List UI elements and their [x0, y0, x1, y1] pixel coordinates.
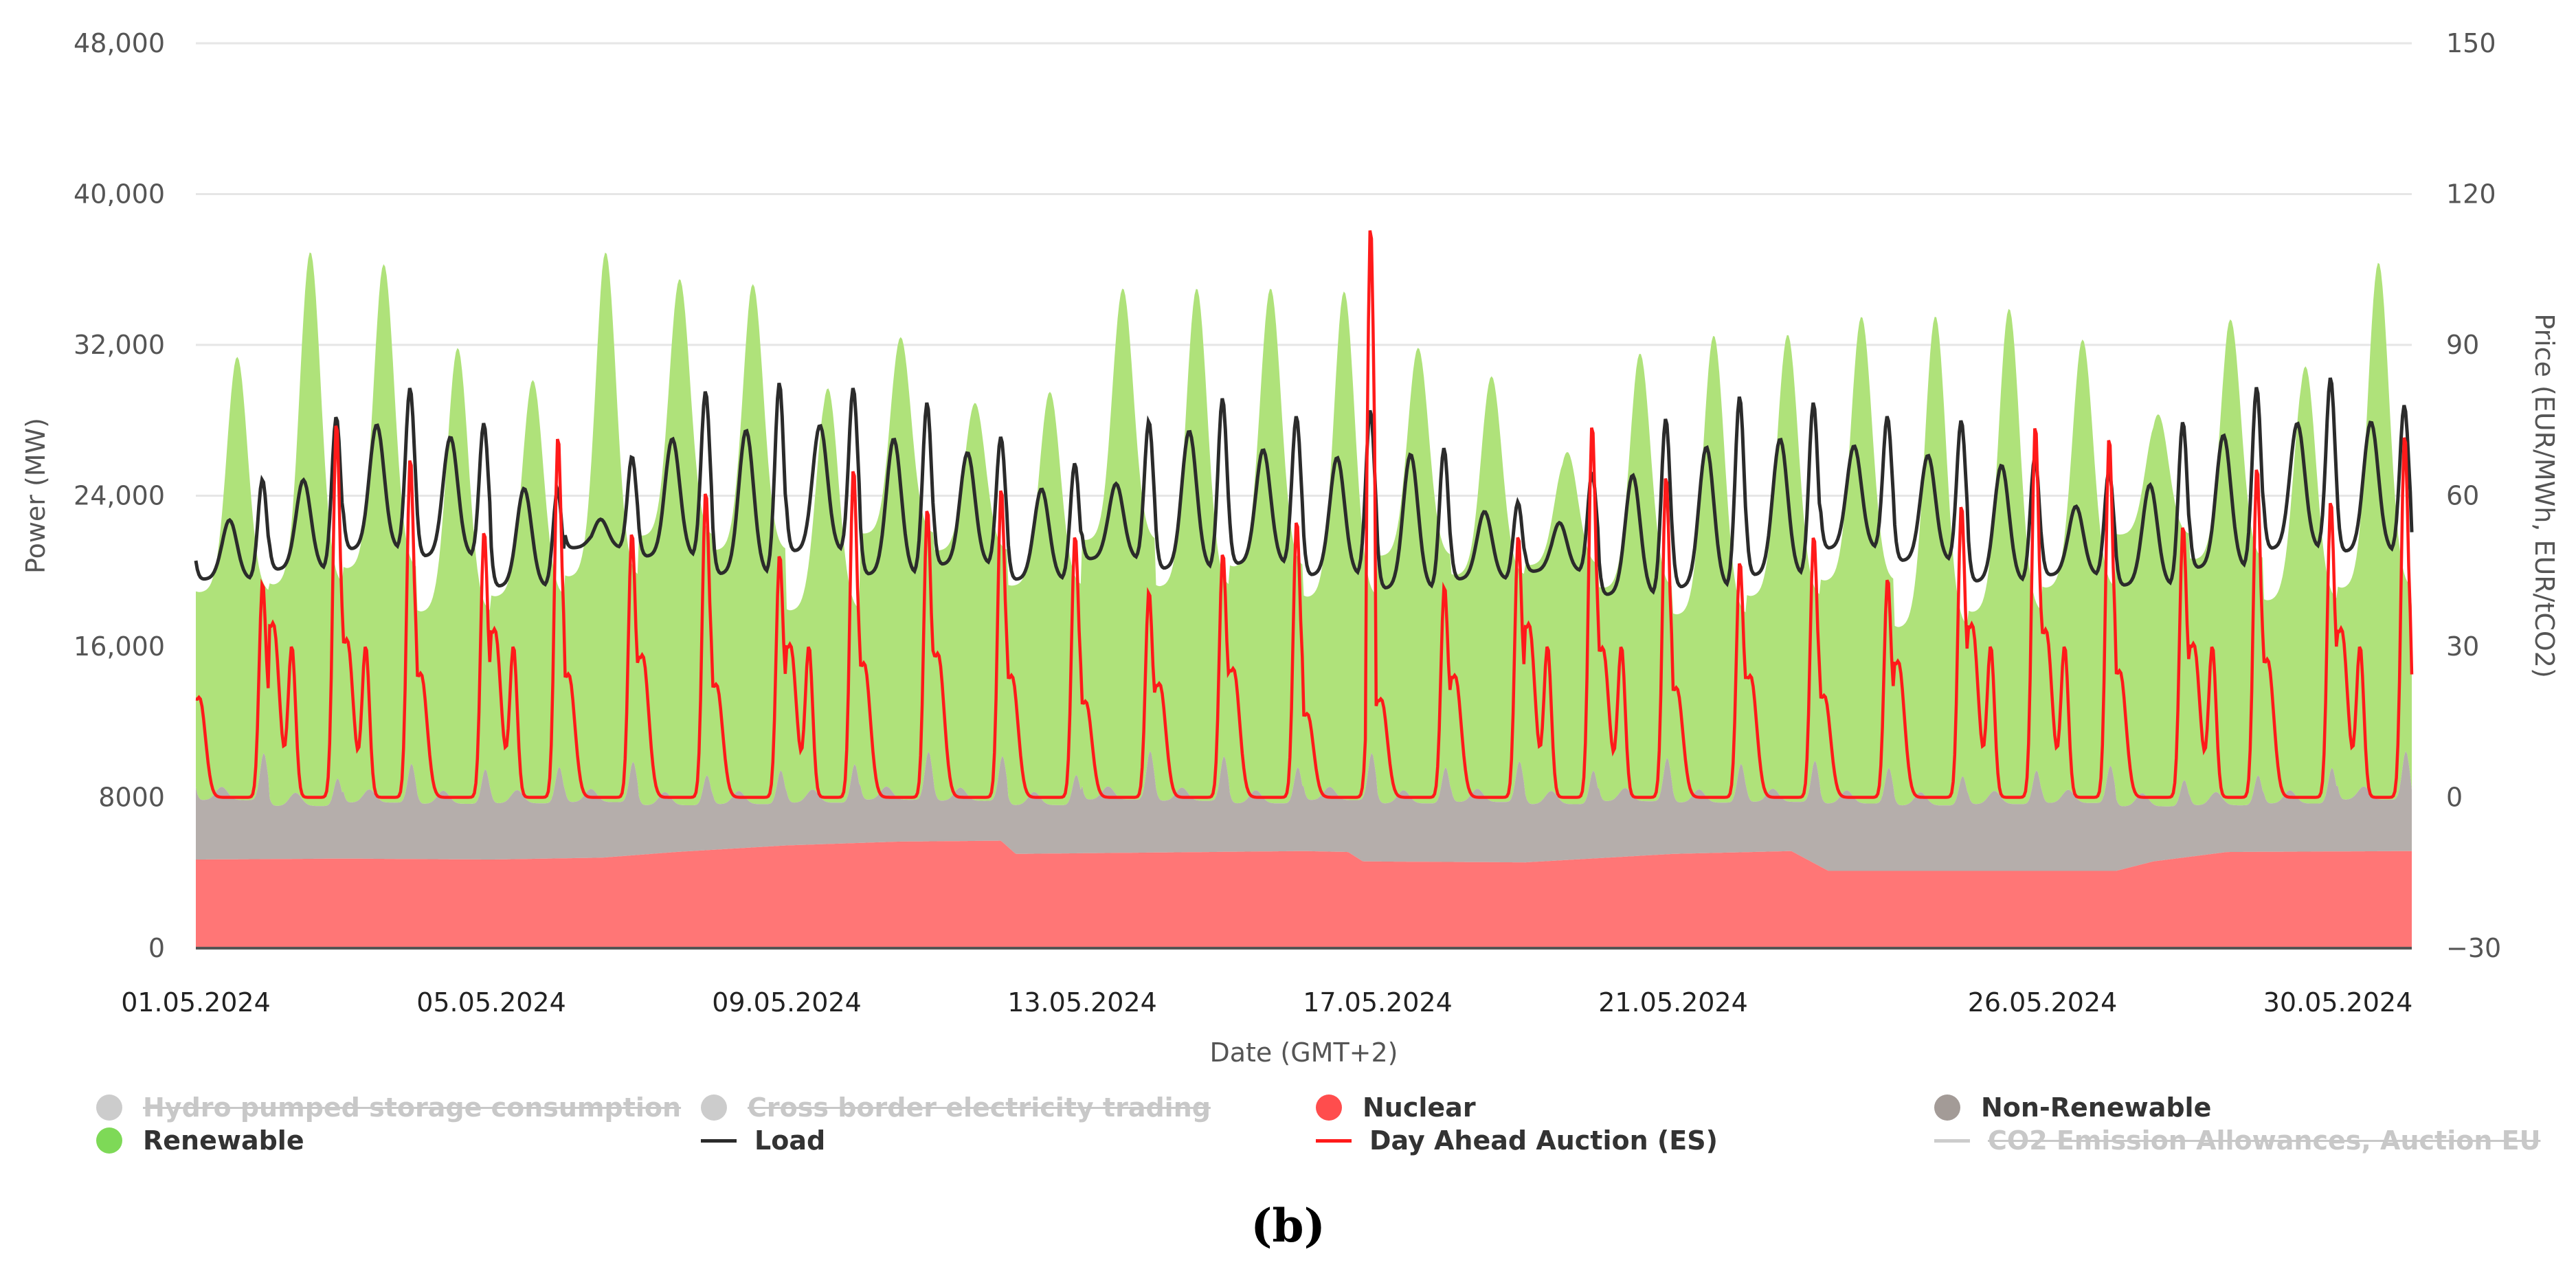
- y-left-tick-labels: 0 8000 16,000 24,000 32,000 40,000 48,000: [74, 28, 165, 963]
- x-tick: 26.05.2024: [1968, 987, 2118, 1018]
- y-left-tick: 8000: [98, 783, 165, 813]
- y-right-tick: 30: [2446, 631, 2479, 662]
- x-tick: 09.05.2024: [712, 987, 862, 1018]
- x-tick: 30.05.2024: [2263, 987, 2413, 1018]
- legend-label: Cross border electricity trading: [748, 1092, 1211, 1123]
- y-left-tick: 48,000: [74, 28, 165, 58]
- y-left-tick: 40,000: [74, 179, 165, 210]
- legend-line-icon: [1934, 1138, 1970, 1143]
- legend-label: Load: [754, 1125, 826, 1156]
- legend-label: Hydro pumped storage consumption: [143, 1092, 682, 1123]
- energy-chart: 0 8000 16,000 24,000 32,000 40,000 48,000 −30 0…: [21, 28, 2560, 1068]
- y-right-tick: 0: [2446, 783, 2463, 813]
- legend-item[interactable]: Day Ahead Auction (ES): [1316, 1125, 1718, 1156]
- y-right-tick-labels: −30 0 30 60 90 120 150: [2446, 28, 2501, 963]
- y-right-axis-title: Price (EUR/MWh, EUR/tCO2): [2529, 313, 2560, 678]
- price-line: [195, 230, 2414, 799]
- x-axis-title: Date (GMT+2): [1209, 1037, 1398, 1068]
- stacked-areas: [196, 252, 2412, 948]
- y-right-tick: 120: [2446, 179, 2496, 210]
- legend-item[interactable]: Non-Renewable: [1934, 1092, 2211, 1123]
- legend-dot-icon: [96, 1094, 122, 1121]
- non-renewable-area: [196, 750, 2412, 871]
- x-tick-labels: 01.05.2024 05.05.2024 09.05.2024 13.05.2024…: [121, 987, 2412, 1018]
- y-right-tick: 150: [2446, 28, 2496, 58]
- legend-label: CO2 Emission Allowances, Auction EU: [1988, 1125, 2541, 1156]
- y-left-tick: 32,000: [74, 330, 165, 360]
- nuclear-area: [196, 840, 2412, 948]
- legend-dot-icon: [96, 1127, 122, 1154]
- chart-legend: Hydro pumped storage consumption Cross bo…: [0, 1092, 2576, 1175]
- legend-label: Renewable: [143, 1125, 304, 1156]
- legend-line-icon: [701, 1138, 737, 1143]
- legend-label: Day Ahead Auction (ES): [1369, 1125, 1718, 1156]
- y-left-tick: 0: [148, 933, 165, 963]
- legend-dot-icon: [1316, 1094, 1342, 1121]
- y-right-tick: 90: [2446, 330, 2479, 360]
- x-tick: 21.05.2024: [1598, 987, 1748, 1018]
- legend-item[interactable]: Hydro pumped storage consumption: [96, 1092, 681, 1123]
- legend-dot-icon: [1934, 1094, 1960, 1121]
- y-left-tick: 24,000: [74, 481, 165, 511]
- legend-label: Non-Renewable: [1981, 1092, 2212, 1123]
- legend-line-icon: [1316, 1138, 1352, 1143]
- load-line: [194, 377, 2414, 596]
- legend-item[interactable]: Nuclear: [1316, 1092, 1476, 1123]
- legend-item[interactable]: Load: [701, 1125, 825, 1156]
- y-left-tick: 16,000: [74, 631, 165, 662]
- x-tick: 05.05.2024: [416, 987, 566, 1018]
- legend-item[interactable]: CO2 Emission Allowances, Auction EU: [1934, 1125, 2540, 1156]
- figure-caption: (b): [1251, 1199, 1325, 1253]
- x-tick: 13.05.2024: [1007, 987, 1157, 1018]
- series-lines: [194, 230, 2414, 799]
- y-left-axis-title: Power (MW): [21, 418, 51, 574]
- legend-dot-icon: [701, 1094, 727, 1121]
- legend-label: Nuclear: [1363, 1092, 1476, 1123]
- y-right-tick: 60: [2446, 481, 2479, 511]
- legend-item[interactable]: Cross border electricity trading: [701, 1092, 1211, 1123]
- legend-item[interactable]: Renewable: [96, 1125, 304, 1156]
- renewable-area: [196, 252, 2412, 807]
- x-tick: 01.05.2024: [121, 987, 271, 1018]
- y-right-tick: −30: [2446, 933, 2501, 963]
- x-tick: 17.05.2024: [1303, 987, 1453, 1018]
